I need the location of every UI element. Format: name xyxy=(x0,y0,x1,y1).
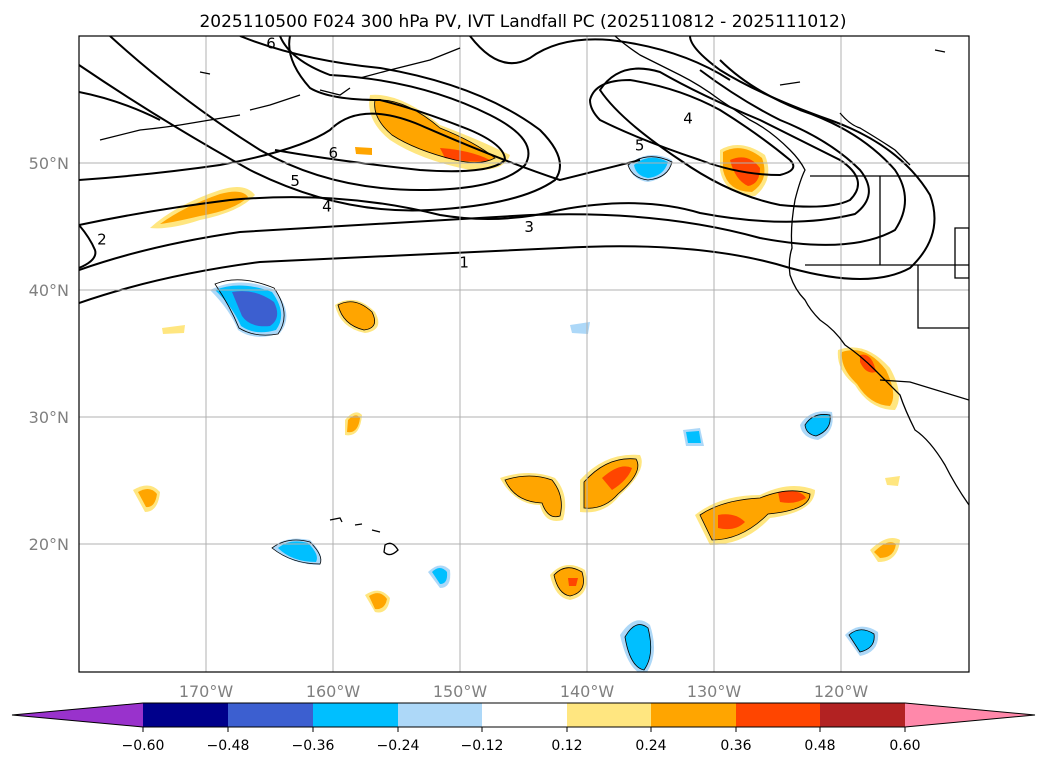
coastlines xyxy=(99,36,969,556)
colorbar-segment xyxy=(820,703,905,727)
map-background xyxy=(79,36,969,672)
colorbar-extend-min xyxy=(12,703,143,727)
colorbar-segment xyxy=(567,703,651,727)
colorbar-segment xyxy=(482,703,567,727)
lon-label: 170°W xyxy=(179,682,234,701)
lon-label: 160°W xyxy=(306,682,361,701)
contour-label: 3 xyxy=(524,218,534,236)
lat-label: 30°N xyxy=(29,408,69,427)
contour-label: 5 xyxy=(290,172,300,190)
colorbar-label: 0.36 xyxy=(720,738,751,754)
contour-label: 2 xyxy=(97,231,107,249)
colorbar-segment xyxy=(313,703,398,727)
contour-label: 1 xyxy=(459,253,469,271)
contour-label: 4 xyxy=(683,110,693,128)
graticule xyxy=(79,36,969,672)
lat-label: 20°N xyxy=(29,535,69,554)
map-frame xyxy=(78,35,970,673)
colorbar-label: −0.48 xyxy=(207,738,250,754)
lon-label: 130°W xyxy=(687,682,742,701)
contour-label: 6 xyxy=(266,35,276,53)
map-panel: 1 3 4 5 5 6 6 4 2 20°N 30°N 40°N 50°N 17… xyxy=(29,35,970,701)
contour-label: 6 xyxy=(329,144,339,162)
colorbar-label: −0.36 xyxy=(292,738,335,754)
colorbar-segment xyxy=(736,703,820,727)
contour-label: 5 xyxy=(635,136,645,154)
colorbar-segment xyxy=(398,703,482,727)
colorbar: −0.60 −0.48 −0.36 −0.24 −0.12 0.12 0.24 … xyxy=(11,702,1036,754)
colorbar-label: 0.48 xyxy=(804,738,835,754)
latitude-labels: 20°N 30°N 40°N 50°N xyxy=(29,154,69,554)
ivt-contours xyxy=(79,36,936,304)
longitude-labels: 170°W 160°W 150°W 140°W 130°W 120°W xyxy=(179,682,869,701)
colorbar-label: 0.24 xyxy=(635,738,666,754)
colorbar-extend-max xyxy=(905,703,1035,727)
contour-labels: 1 3 4 5 5 6 6 4 2 xyxy=(97,35,693,271)
lon-label: 120°W xyxy=(814,682,869,701)
colorbar-label: 0.60 xyxy=(889,738,920,754)
lon-label: 140°W xyxy=(560,682,615,701)
colorbar-label: 0.12 xyxy=(551,738,582,754)
colorbar-segment xyxy=(651,703,736,727)
colorbar-segment xyxy=(228,703,313,727)
colorbar-label: −0.12 xyxy=(461,738,504,754)
figure-title: 2025110500 F024 300 hPa PV, IVT Landfall… xyxy=(199,12,846,32)
lon-label: 150°W xyxy=(433,682,488,701)
lat-label: 40°N xyxy=(29,281,69,300)
colorbar-ticks xyxy=(142,727,906,732)
lat-label: 50°N xyxy=(29,154,69,173)
colorbar-segment xyxy=(143,703,228,727)
colorbar-label: −0.24 xyxy=(377,738,420,754)
colorbar-label: −0.60 xyxy=(122,738,165,754)
contour-label: 4 xyxy=(322,197,332,215)
